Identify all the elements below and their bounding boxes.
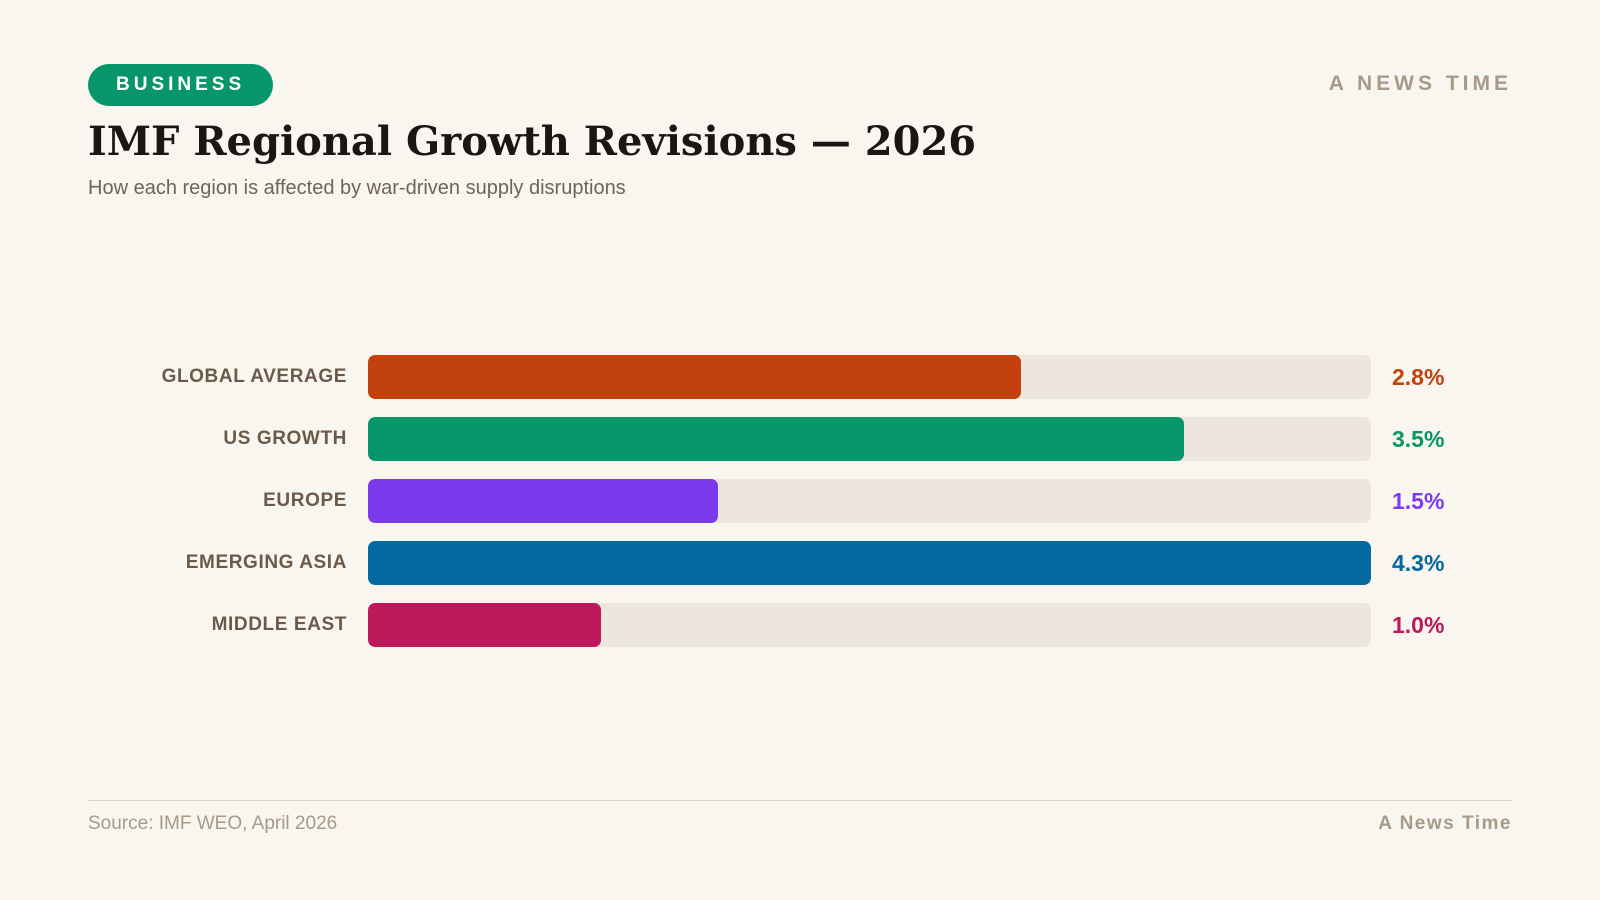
category-label: US GROWTH: [223, 428, 347, 449]
bar-row: GLOBAL AVERAGE 2.8%: [0, 355, 1600, 399]
chart-subtitle: How each region is affected by war-drive…: [88, 177, 626, 199]
value-label: 1.5%: [1392, 488, 1445, 514]
value-label: 3.5%: [1392, 426, 1445, 452]
source-note: Source: IMF WEO, April 2026: [88, 813, 338, 834]
category-label: GLOBAL AVERAGE: [161, 366, 347, 387]
bar-track: [368, 479, 1371, 523]
bar-track: [368, 541, 1371, 585]
brand-logo-bottom: A News Time: [1378, 813, 1512, 834]
bar: [368, 603, 601, 647]
bar: [368, 355, 1021, 399]
bar-row: US GROWTH 3.5%: [0, 417, 1600, 461]
category-label: MIDDLE EAST: [211, 614, 347, 635]
bar-row: EMERGING ASIA 4.3%: [0, 541, 1600, 585]
footer-divider: [88, 800, 1512, 801]
bar: [368, 479, 718, 523]
bar-track: [368, 355, 1371, 399]
chart-title: IMF Regional Growth Revisions — 2026: [88, 118, 977, 165]
value-label: 1.0%: [1392, 612, 1445, 638]
brand-logo-top: A NEWS TIME: [1328, 72, 1512, 95]
value-label: 2.8%: [1392, 364, 1445, 390]
bar: [368, 541, 1371, 585]
bar-track: [368, 417, 1371, 461]
category-label: EMERGING ASIA: [185, 552, 347, 573]
value-label: 4.3%: [1392, 550, 1445, 576]
bar-track: [368, 603, 1371, 647]
category-label: EUROPE: [263, 490, 347, 511]
bar-row: MIDDLE EAST 1.0%: [0, 603, 1600, 647]
bar-row: EUROPE 1.5%: [0, 479, 1600, 523]
category-badge: BUSINESS: [88, 64, 274, 106]
bar: [368, 417, 1184, 461]
